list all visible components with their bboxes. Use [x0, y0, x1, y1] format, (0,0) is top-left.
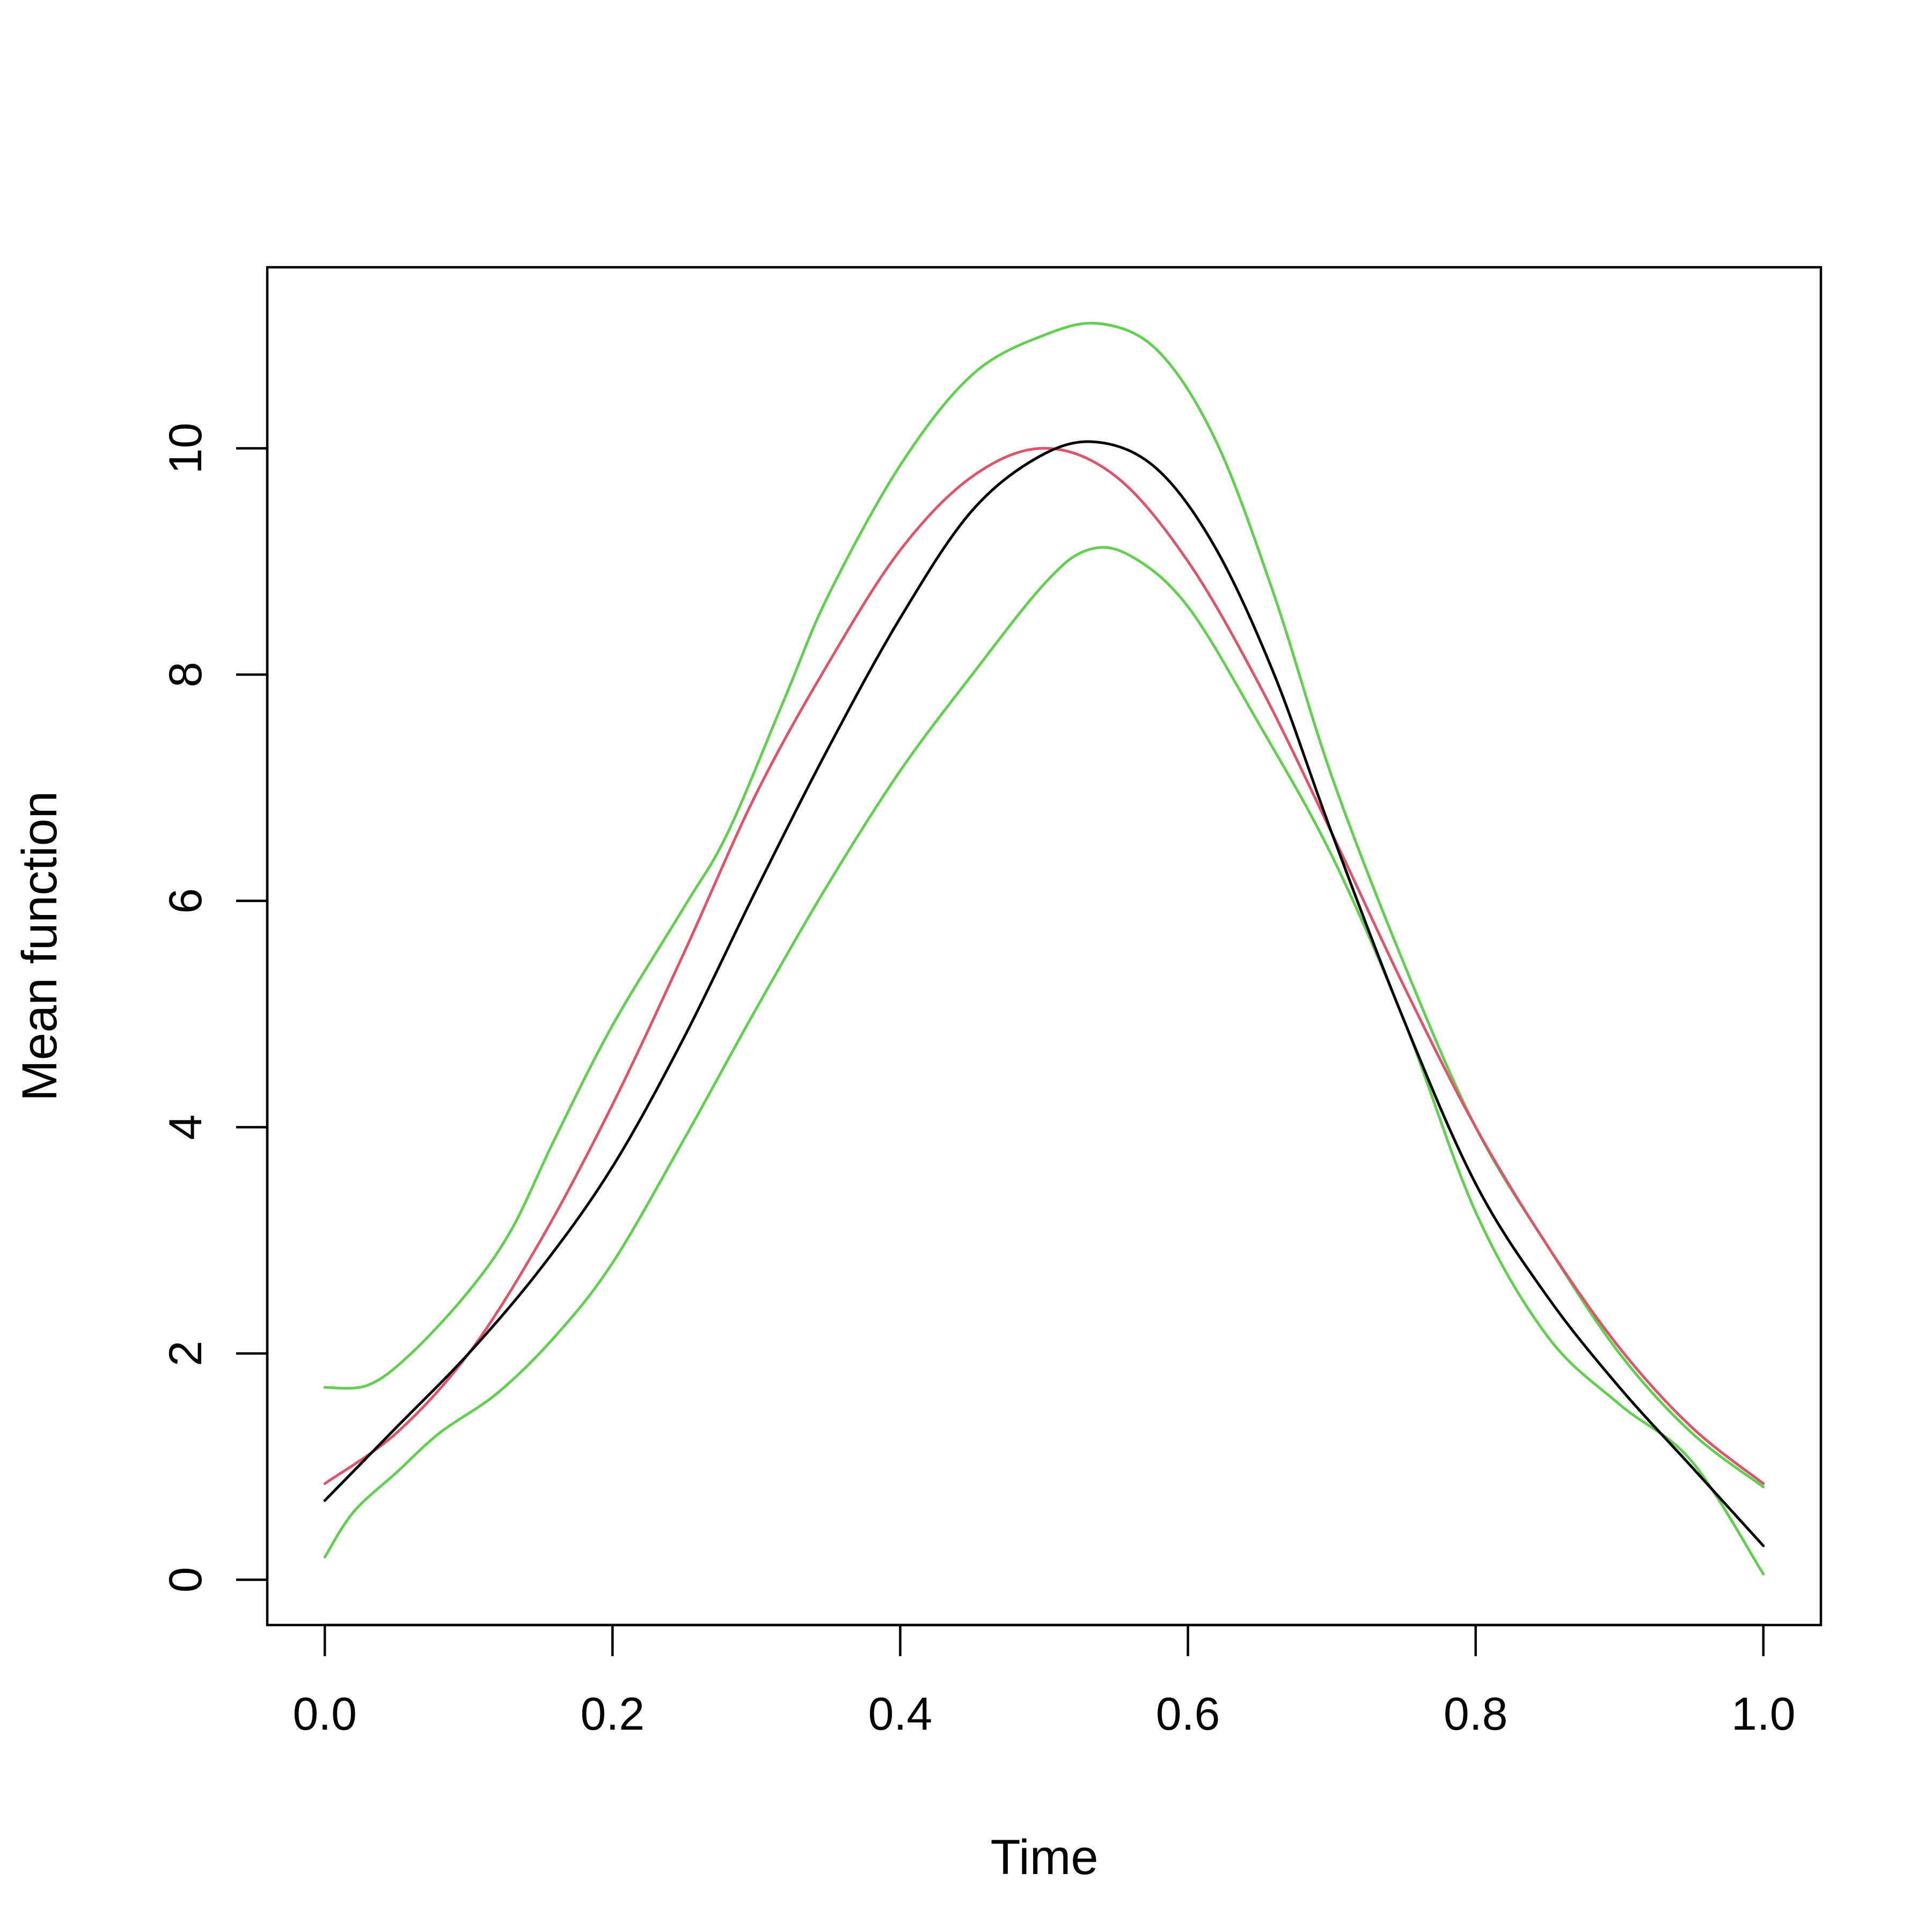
y-tick-label: 8 — [160, 662, 211, 687]
series-layer — [323, 321, 1765, 1576]
series-line-green-lower — [323, 546, 1765, 1576]
x-tick-label: 0.4 — [868, 1688, 933, 1740]
series-line-red — [323, 447, 1765, 1485]
x-tick-label: 0.8 — [1444, 1688, 1508, 1740]
x-axis: 0.0 0.2 0.4 0.6 0.8 1.0 — [292, 1623, 1796, 1740]
series-line-black — [323, 440, 1765, 1547]
y-axis: 0 2 4 6 8 10 — [160, 422, 269, 1593]
x-tick-label: 0.0 — [292, 1688, 357, 1740]
x-tick-label: 1.0 — [1731, 1688, 1796, 1740]
y-axis-title: Mean function — [12, 791, 67, 1101]
x-tick-label: 0.2 — [581, 1688, 645, 1740]
x-axis-title: Time — [990, 1830, 1098, 1885]
y-tick-label: 6 — [160, 888, 211, 914]
x-tick-label: 0.6 — [1156, 1688, 1220, 1740]
y-tick-label: 2 — [160, 1341, 211, 1366]
y-tick-label: 10 — [160, 422, 211, 474]
y-tick-label: 4 — [160, 1114, 211, 1140]
y-tick-label: 0 — [160, 1567, 211, 1593]
